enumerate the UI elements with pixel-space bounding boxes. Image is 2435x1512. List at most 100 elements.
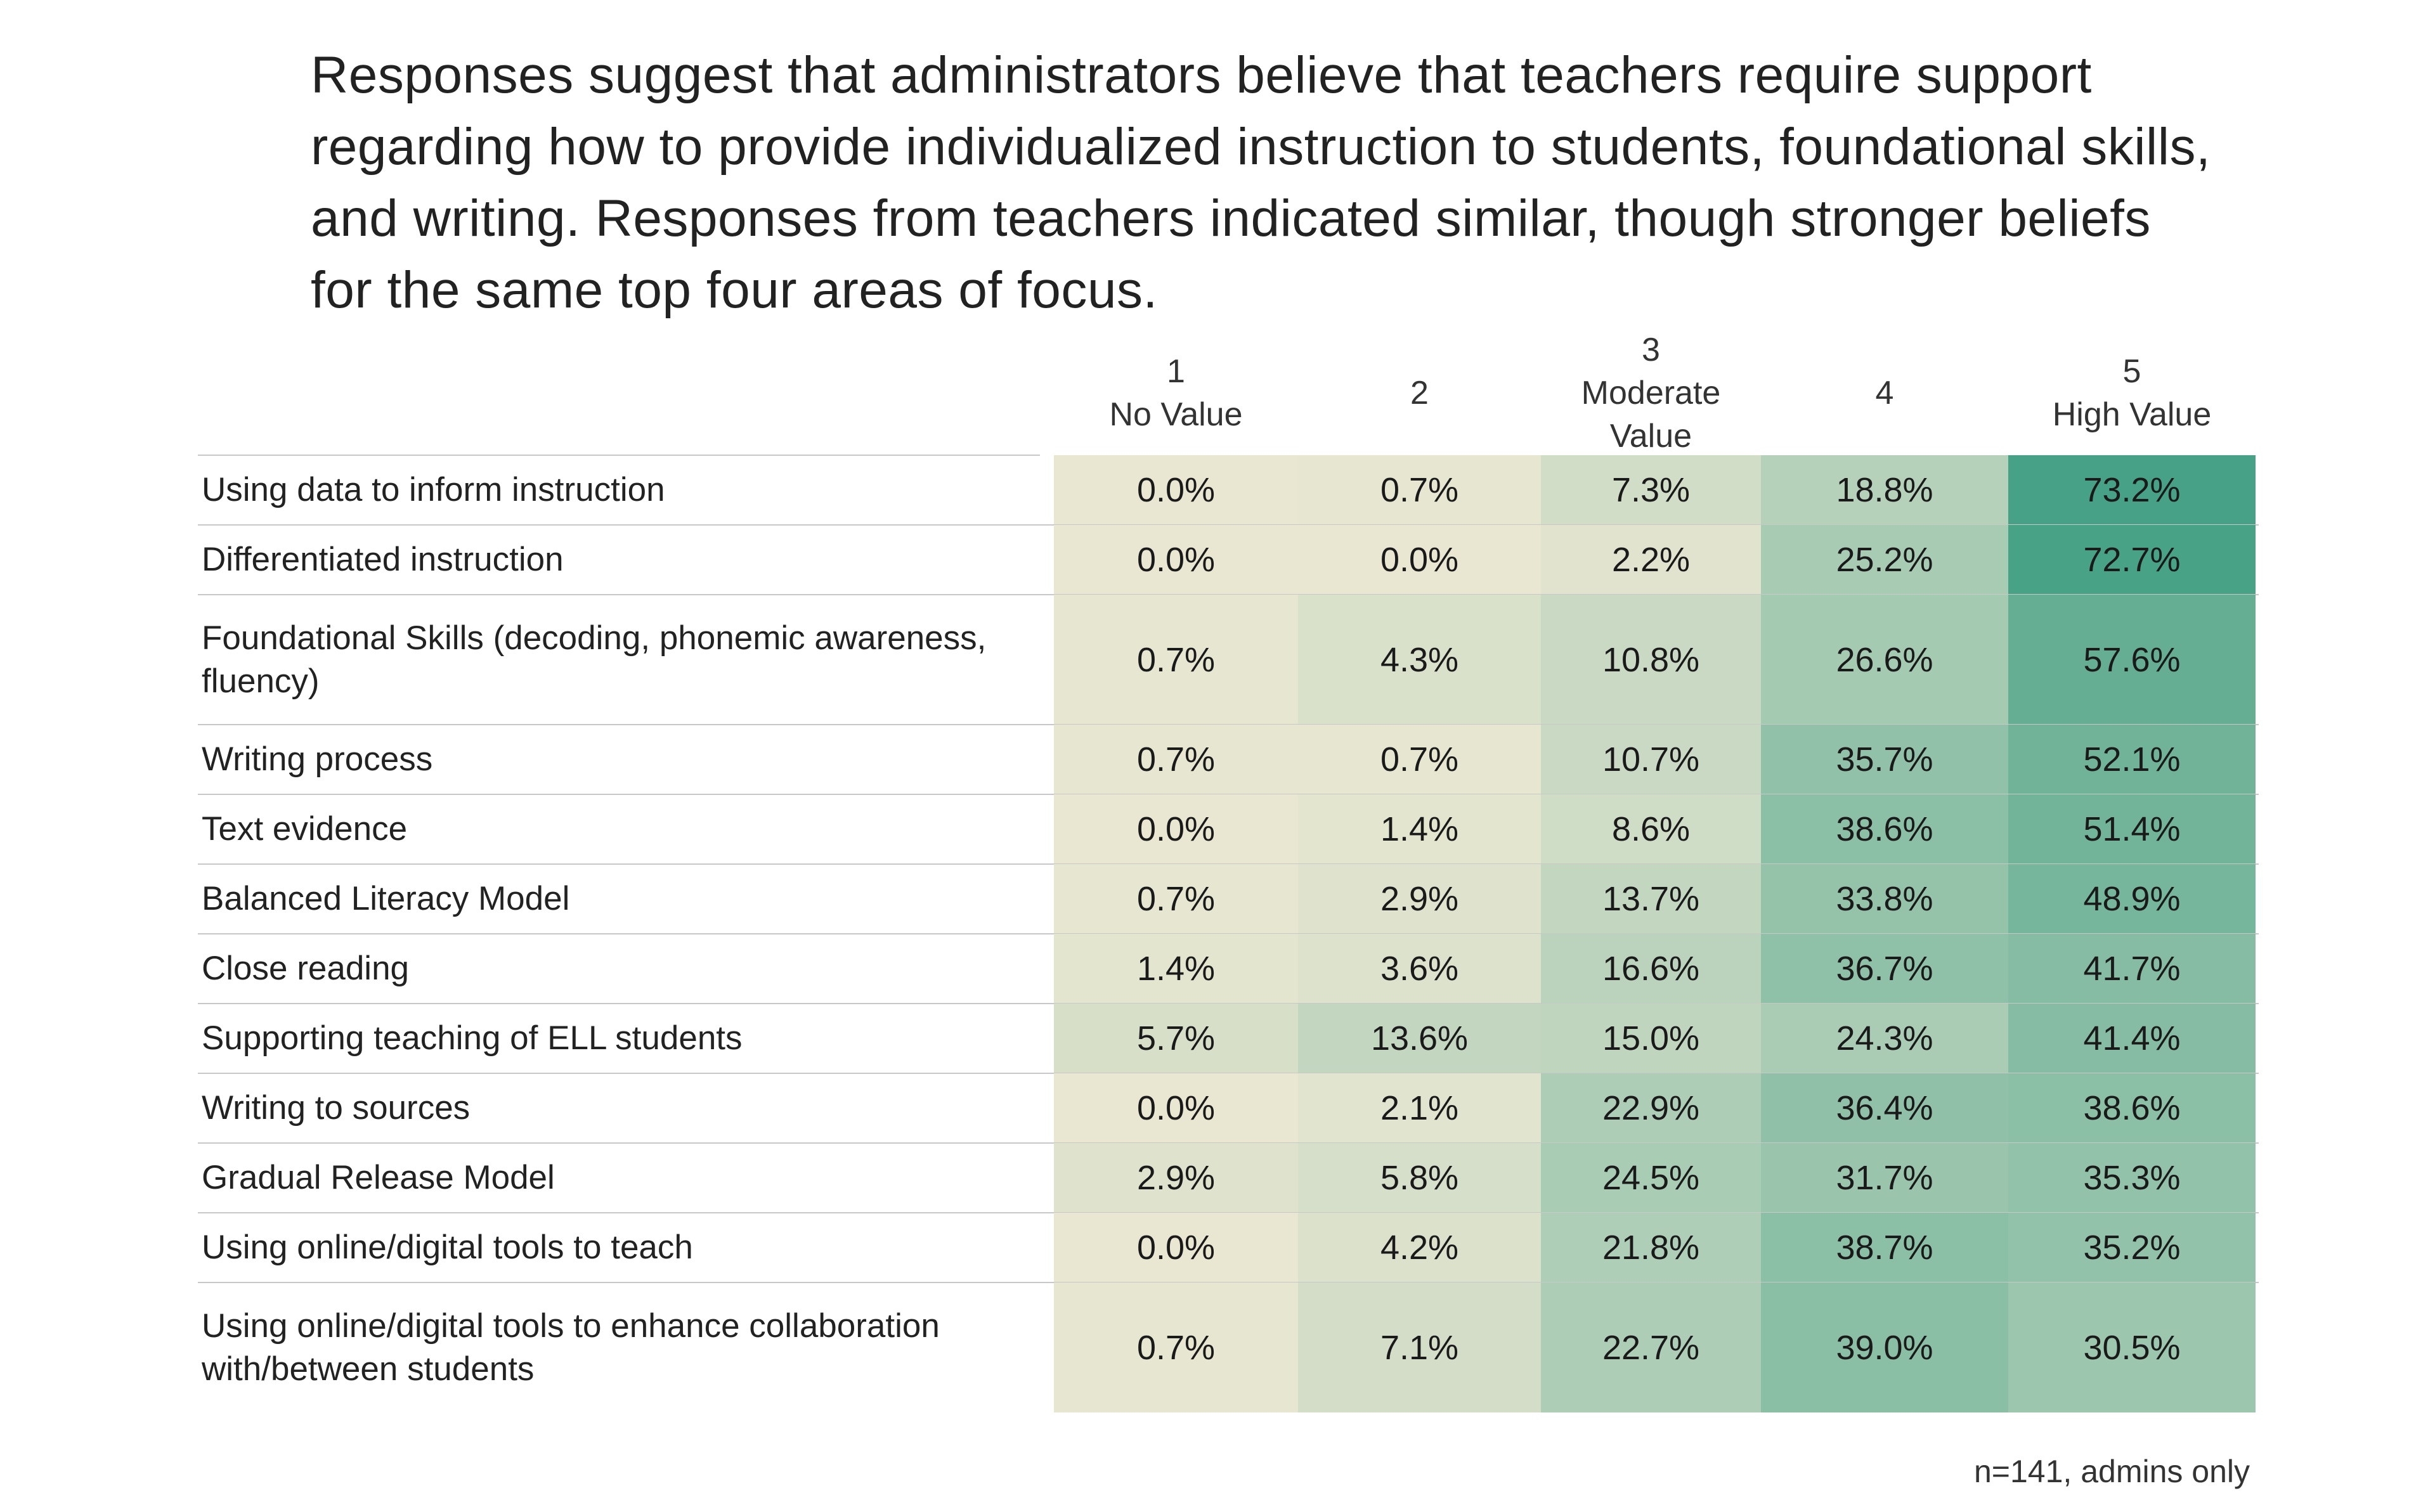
row-separator	[198, 455, 1040, 456]
column-header-label: Moderate Value	[1581, 375, 1721, 455]
heatmap-cell: 24.5%	[1541, 1143, 1761, 1213]
heatmap-cell: 21.8%	[1541, 1213, 1761, 1283]
heatmap-cell: 0.7%	[1054, 595, 1298, 725]
heatmap-cell: 36.4%	[1761, 1073, 2008, 1143]
row-label: Differentiated instruction	[202, 541, 564, 578]
heatmap-cell: 2.9%	[1298, 864, 1541, 934]
column-header: 2	[1298, 330, 1541, 456]
column-header-number: 1	[1167, 353, 1185, 390]
heatmap-cell: 26.6%	[1761, 595, 2008, 725]
heatmap-cell: 0.7%	[1298, 725, 1541, 794]
heatmap-cell: 0.0%	[1054, 525, 1298, 595]
heatmap-cell: 38.7%	[1761, 1213, 2008, 1283]
heatmap-cell: 35.2%	[2008, 1213, 2256, 1283]
heatmap-cell: 2.9%	[1054, 1143, 1298, 1213]
heatmap-cell: 52.1%	[2008, 725, 2256, 794]
heatmap-cell: 0.7%	[1054, 725, 1298, 794]
heatmap-cell: 48.9%	[2008, 864, 2256, 934]
heatmap-cell: 0.0%	[1054, 1213, 1298, 1283]
table-row: 2.9% 5.8% 24.5% 31.7% 35.3% Gradual Release M…	[198, 1143, 2259, 1213]
row-label: Writing process	[202, 740, 433, 778]
page-title: Responses suggest that administrators be…	[311, 46, 2211, 319]
column-header: 4	[1761, 330, 2008, 456]
heatmap-cell: 72.7%	[2008, 525, 2256, 595]
heatmap-cell: 10.8%	[1541, 595, 1761, 725]
column-header: 3 Moderate Value	[1541, 330, 1761, 456]
heatmap-cell: 51.4%	[2008, 794, 2256, 864]
heatmap-cell: 0.0%	[1298, 525, 1541, 595]
heatmap-cell: 13.7%	[1541, 864, 1761, 934]
row-label: Supporting teaching of ELL students	[202, 1019, 743, 1057]
heatmap-cell: 41.7%	[2008, 934, 2256, 1004]
row-label: Using online/digital tools to teach	[202, 1229, 693, 1266]
row-label: Foundational Skills (decoding, phonemic …	[202, 619, 987, 700]
heatmap-cell: 35.3%	[2008, 1143, 2256, 1213]
row-label: Balanced Literacy Model	[202, 880, 570, 917]
heatmap-cell: 35.7%	[1761, 725, 2008, 794]
table-row: 0.7% 7.1% 22.7% 39.0% 30.5% Using online/digi…	[198, 1283, 2259, 1412]
heatmap-cell: 39.0%	[1761, 1283, 2008, 1412]
table-row: 0.0% 2.1% 22.9% 36.4% 38.6% Writing to source…	[198, 1073, 2259, 1143]
table-row: 5.7% 13.6% 15.0% 24.3% 41.4% Supporting teach…	[198, 1004, 2259, 1073]
table-row: 0.7% 0.7% 10.7% 35.7% 52.1% Writing process	[198, 725, 2259, 794]
column-header-label: No Value	[1109, 396, 1243, 433]
heatmap-cell: 0.7%	[1054, 1283, 1298, 1412]
heatmap-cell: 31.7%	[1761, 1143, 2008, 1213]
heatmap-cell: 2.2%	[1541, 525, 1761, 595]
heatmap-cell: 4.2%	[1298, 1213, 1541, 1283]
heatmap-cell: 24.3%	[1761, 1004, 2008, 1073]
heatmap-cell: 16.6%	[1541, 934, 1761, 1004]
heatmap-cell: 18.8%	[1761, 455, 2008, 525]
heatmap-cell: 5.8%	[1298, 1143, 1541, 1213]
column-header-number: 5	[2122, 353, 2141, 390]
heatmap-cell: 4.3%	[1298, 595, 1541, 725]
heatmap-cell: 5.7%	[1054, 1004, 1298, 1073]
heatmap-cell: 10.7%	[1541, 725, 1761, 794]
row-label: Writing to sources	[202, 1089, 471, 1127]
table-row: 0.7% 2.9% 13.7% 33.8% 48.9% Balanced Literacy…	[198, 864, 2259, 934]
table-row: 0.7% 4.3% 10.8% 26.6% 57.6% Foundational Skil…	[198, 595, 2259, 725]
heatmap-cell: 1.4%	[1298, 794, 1541, 864]
heatmap-cell: 41.4%	[2008, 1004, 2256, 1073]
table-row: 0.0% 4.2% 21.8% 38.7% 35.2% Using online/digi…	[198, 1213, 2259, 1283]
table-row: 0.0% 0.0% 2.2% 25.2% 72.7% Differentiated ins…	[198, 525, 2259, 595]
heatmap-cell: 38.6%	[1761, 794, 2008, 864]
heatmap-cell: 0.0%	[1054, 794, 1298, 864]
heatmap-cell: 3.6%	[1298, 934, 1541, 1004]
table-row: 0.0% 1.4% 8.6% 38.6% 51.4% Text evidence	[198, 794, 2259, 864]
heatmap-cell: 73.2%	[2008, 455, 2256, 525]
heatmap-cell: 0.0%	[1054, 455, 1298, 525]
table-row: 1.4% 3.6% 16.6% 36.7% 41.7% Close reading	[198, 934, 2259, 1004]
heatmap-cell: 2.1%	[1298, 1073, 1541, 1143]
heatmap-cell: 0.7%	[1298, 455, 1541, 525]
heatmap-cell: 38.6%	[2008, 1073, 2256, 1143]
heatmap-cell: 57.6%	[2008, 595, 2256, 725]
row-label: Close reading	[202, 950, 410, 987]
heatmap-cell: 0.0%	[1054, 1073, 1298, 1143]
column-header-label: High Value	[2052, 396, 2212, 433]
footnote: n=141, admins only	[1973, 1454, 2250, 1489]
heatmap-cell: 22.9%	[1541, 1073, 1761, 1143]
heatmap-cell: 22.7%	[1541, 1283, 1761, 1412]
heatmap-cell: 8.6%	[1541, 794, 1761, 864]
heatmap-cell: 36.7%	[1761, 934, 2008, 1004]
row-label: Using data to inform instruction	[202, 471, 665, 508]
heatmap-cell: 0.7%	[1054, 864, 1298, 934]
heatmap-cell: 7.1%	[1298, 1283, 1541, 1412]
heatmap-cell: 33.8%	[1761, 864, 2008, 934]
column-header-number: 2	[1410, 375, 1429, 411]
column-header-number: 4	[1875, 375, 1894, 411]
row-label: Text evidence	[202, 810, 408, 848]
heatmap-cell: 13.6%	[1298, 1004, 1541, 1073]
heatmap-cell: 15.0%	[1541, 1004, 1761, 1073]
heatmap-table: 1 No Value 2 3 Moderate Value 4 5 High Value 0.0…	[198, 0, 2259, 1512]
table-row: 0.0% 0.7% 7.3% 18.8% 73.2% Using data to info…	[198, 455, 2259, 525]
heatmap-cell: 25.2%	[1761, 525, 2008, 595]
heatmap-cell: 30.5%	[2008, 1283, 2256, 1412]
heatmap-cell: 7.3%	[1541, 455, 1761, 525]
column-header: 5 High Value	[2008, 330, 2256, 456]
row-label: Gradual Release Model	[202, 1159, 555, 1196]
column-header: 1 No Value	[1054, 330, 1298, 456]
row-label: Using online/digital tools to enhance co…	[202, 1307, 940, 1388]
heatmap-cell: 1.4%	[1054, 934, 1298, 1004]
